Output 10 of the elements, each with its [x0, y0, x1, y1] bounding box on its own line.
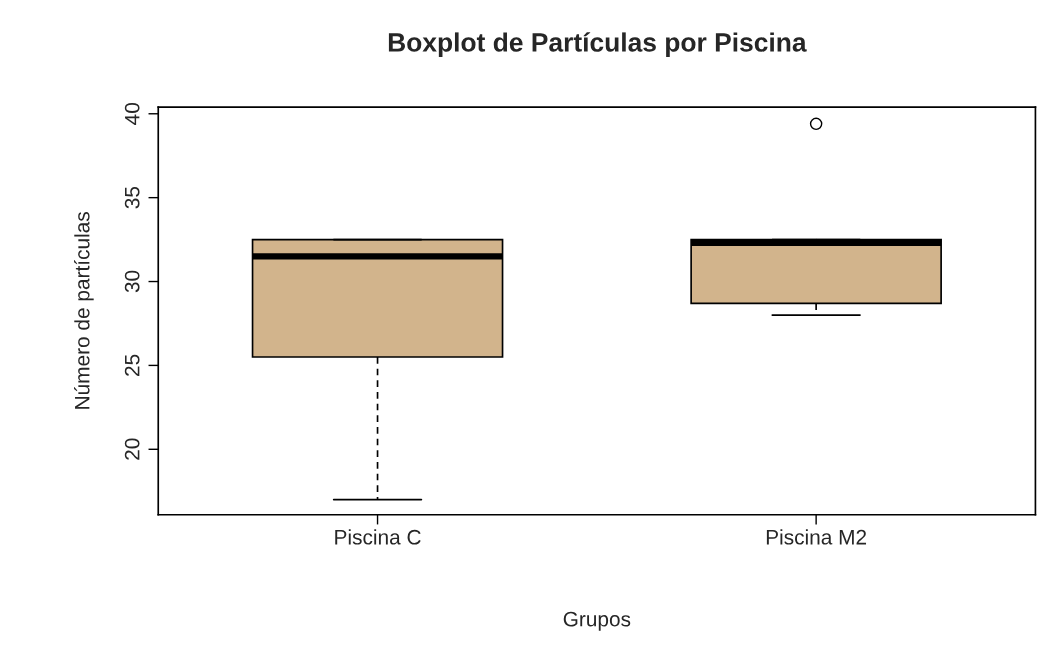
y-tick-label: 20	[124, 438, 140, 460]
y-tick-label: 35	[124, 186, 140, 209]
y-axis-title: Número de partículas	[74, 212, 94, 409]
x-tick-label: Piscina M2	[766, 529, 867, 545]
x-tick-label: Piscina C	[335, 529, 421, 545]
y-tick-label: 30	[124, 270, 140, 293]
y-tick-label: 25	[124, 354, 140, 376]
y-tick-label: 40	[124, 103, 140, 125]
chart-title: Boxplot de Partículas por Piscina	[388, 32, 807, 57]
x-axis-title: Grupos	[563, 611, 631, 631]
